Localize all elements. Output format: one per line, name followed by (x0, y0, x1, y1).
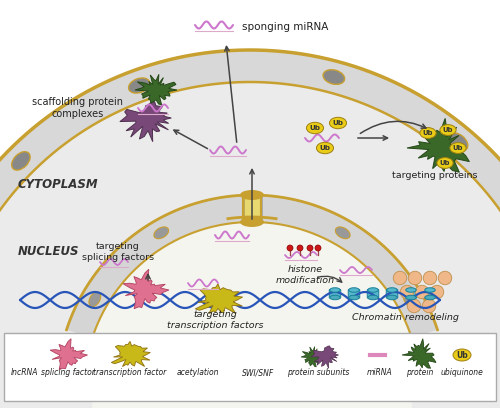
Text: NUCLEUS: NUCLEUS (18, 245, 80, 258)
Circle shape (194, 351, 202, 359)
Circle shape (252, 350, 264, 360)
Ellipse shape (387, 288, 397, 292)
Text: transcription factor: transcription factor (94, 368, 166, 377)
Circle shape (415, 285, 429, 299)
FancyBboxPatch shape (405, 290, 417, 298)
Text: Ub: Ub (423, 130, 433, 136)
Text: Ub: Ub (320, 145, 330, 151)
Text: Ub: Ub (332, 120, 344, 126)
Text: lncRNA: lncRNA (10, 368, 38, 377)
Ellipse shape (240, 190, 264, 200)
Ellipse shape (240, 217, 264, 227)
Ellipse shape (387, 295, 397, 300)
Ellipse shape (425, 295, 435, 300)
Circle shape (400, 285, 414, 299)
Polygon shape (66, 195, 438, 338)
Text: Ub: Ub (440, 160, 450, 166)
Polygon shape (311, 346, 338, 368)
Text: miRNA: miRNA (367, 368, 393, 377)
Ellipse shape (406, 295, 416, 300)
Text: sponging miRNA: sponging miRNA (242, 22, 328, 32)
Polygon shape (0, 82, 500, 408)
Ellipse shape (453, 349, 471, 361)
Ellipse shape (89, 292, 101, 307)
Ellipse shape (306, 122, 324, 134)
FancyBboxPatch shape (386, 290, 398, 298)
Text: ubiquinone: ubiquinone (440, 368, 484, 377)
Polygon shape (120, 102, 172, 142)
Polygon shape (50, 339, 88, 370)
Circle shape (423, 271, 437, 285)
Text: Ub: Ub (453, 145, 463, 151)
Ellipse shape (368, 295, 378, 300)
Text: targeting proteins: targeting proteins (392, 171, 478, 180)
Text: Ub: Ub (443, 127, 453, 133)
Text: splicing factor: splicing factor (41, 368, 95, 377)
Circle shape (393, 271, 407, 285)
Polygon shape (301, 346, 325, 367)
Text: Ub: Ub (456, 350, 468, 359)
Text: histone
modification: histone modification (276, 265, 334, 285)
Circle shape (248, 343, 260, 353)
Text: Ub: Ub (310, 125, 320, 131)
Polygon shape (123, 269, 169, 309)
Polygon shape (92, 222, 412, 408)
Ellipse shape (330, 118, 346, 129)
Polygon shape (407, 118, 470, 172)
Text: scaffolding protein
complexes: scaffolding protein complexes (32, 97, 124, 119)
Ellipse shape (437, 157, 453, 169)
Circle shape (422, 299, 436, 313)
Ellipse shape (154, 227, 168, 239)
Ellipse shape (440, 124, 456, 135)
FancyBboxPatch shape (424, 290, 436, 298)
Ellipse shape (323, 70, 344, 84)
Text: SWI/SNF: SWI/SNF (242, 368, 274, 377)
Circle shape (244, 352, 256, 362)
Ellipse shape (448, 133, 468, 151)
Circle shape (438, 271, 452, 285)
Circle shape (315, 245, 321, 251)
FancyBboxPatch shape (348, 290, 360, 298)
FancyBboxPatch shape (329, 290, 341, 298)
Ellipse shape (450, 143, 466, 153)
Circle shape (260, 352, 272, 362)
Ellipse shape (330, 295, 340, 300)
Text: protein: protein (406, 368, 434, 377)
Circle shape (407, 299, 421, 313)
Ellipse shape (406, 288, 416, 292)
Circle shape (297, 245, 303, 251)
Ellipse shape (336, 227, 350, 239)
Ellipse shape (12, 152, 30, 170)
FancyBboxPatch shape (4, 333, 496, 401)
Polygon shape (196, 284, 242, 314)
Ellipse shape (349, 288, 359, 292)
Circle shape (256, 343, 268, 353)
Text: targeting
splicing factors: targeting splicing factors (82, 242, 154, 262)
FancyBboxPatch shape (367, 290, 379, 298)
Ellipse shape (420, 128, 436, 138)
Text: acetylation: acetylation (177, 368, 219, 377)
Text: Chromatin remodeling: Chromatin remodeling (352, 313, 459, 322)
Ellipse shape (316, 142, 334, 154)
Ellipse shape (368, 288, 378, 292)
Circle shape (408, 271, 422, 285)
Polygon shape (135, 74, 177, 105)
Ellipse shape (404, 292, 415, 307)
Ellipse shape (330, 288, 340, 292)
FancyBboxPatch shape (243, 195, 261, 222)
Circle shape (287, 245, 293, 251)
Polygon shape (0, 50, 500, 310)
Ellipse shape (425, 288, 435, 292)
Ellipse shape (128, 78, 150, 93)
Circle shape (430, 285, 444, 299)
Ellipse shape (349, 295, 359, 300)
Text: protein subunits: protein subunits (287, 368, 349, 377)
Polygon shape (112, 341, 150, 366)
Text: targeting
transcription factors: targeting transcription factors (167, 310, 263, 330)
Polygon shape (402, 339, 436, 368)
Circle shape (307, 245, 313, 251)
Text: CYTOPLASM: CYTOPLASM (18, 178, 98, 191)
